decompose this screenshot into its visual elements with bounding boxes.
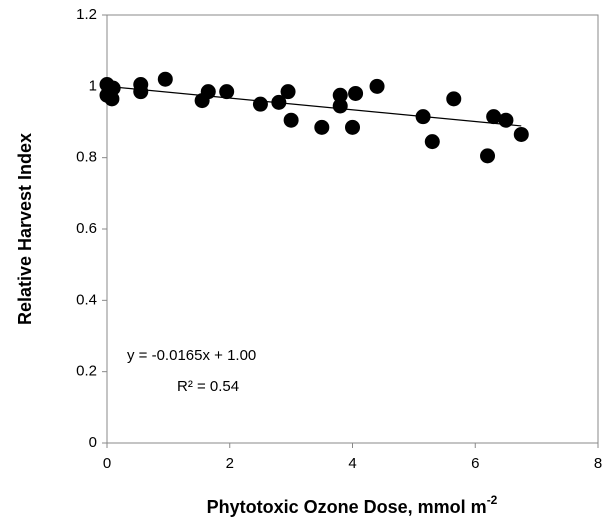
y-tick-label: 0.8	[76, 149, 97, 166]
point	[332, 98, 348, 114]
y-tick-label: 1.2	[76, 6, 97, 23]
x-axis-title: Phytotoxic Ozone Dose, mmol m-2	[207, 493, 498, 517]
annotation: y = -0.0165x + 1.00	[127, 347, 256, 364]
point	[157, 71, 173, 87]
point	[133, 84, 149, 100]
point	[280, 84, 296, 100]
x-tick-label: 2	[226, 455, 234, 472]
point	[369, 78, 385, 94]
point	[486, 109, 502, 125]
y-tick-label: 0	[89, 434, 97, 451]
point	[314, 119, 330, 135]
point	[480, 148, 496, 164]
y-tick-label: 1	[89, 77, 97, 94]
y-axis-title: Relative Harvest Index	[15, 133, 35, 325]
point	[252, 96, 268, 112]
point	[219, 84, 235, 100]
point	[105, 80, 121, 96]
point	[446, 91, 462, 107]
y-tick-label: 0.6	[76, 220, 97, 237]
point	[283, 112, 299, 128]
point	[424, 134, 440, 150]
x-axis-title-sup: -2	[487, 493, 498, 507]
point	[345, 119, 360, 135]
x-axis-title-text: Phytotoxic Ozone Dose, mmol m	[207, 497, 487, 517]
annotation: R² = 0.54	[177, 378, 239, 395]
point	[332, 87, 348, 103]
x-tick-label: 8	[594, 455, 602, 472]
x-tick-label: 0	[103, 455, 111, 472]
trendline	[106, 85, 522, 127]
y-tick-label: 0.4	[76, 291, 97, 308]
x-tick-label: 6	[471, 455, 479, 472]
x-tick-label: 4	[348, 455, 356, 472]
point	[348, 85, 364, 101]
point	[513, 126, 529, 142]
y-tick-label: 0.2	[76, 363, 97, 380]
